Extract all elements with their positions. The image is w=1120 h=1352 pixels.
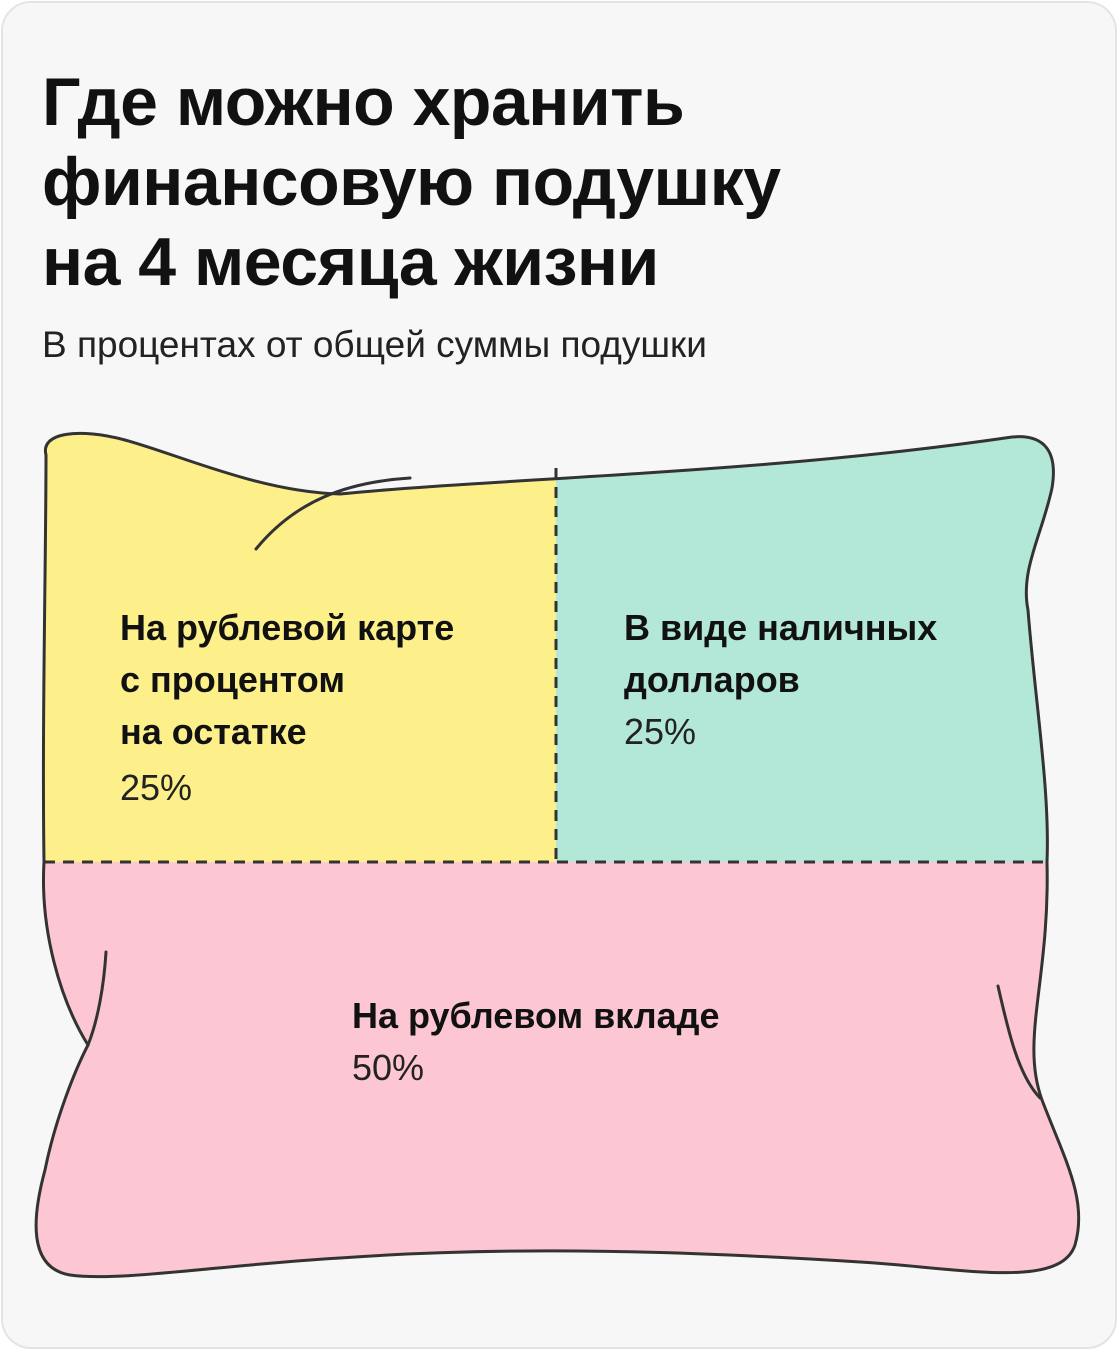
segment-rub-deposit-value: 50%: [352, 1047, 424, 1088]
pillow-fold-right: [996, 984, 1042, 1100]
segment-cash-usd-value: 25%: [624, 711, 696, 752]
segment-cash-usd-label-line-1: В виде наличных: [624, 607, 937, 648]
chart-title-line-1: Где можно хранить: [42, 64, 685, 140]
pillow-outline: [34, 431, 1081, 1279]
chart-title: Где можно хранить финансовую подушку на …: [42, 62, 1082, 302]
segment-cash-usd-label: В виде наличных долларов: [624, 607, 947, 700]
chart-subtitle: В процентах от общей суммы подушки: [42, 324, 707, 365]
segment-rub-card: [36, 433, 556, 862]
chart-title-line-2: финансовую подушку: [42, 144, 781, 220]
segment-rub-card-label-line-2: с процентом: [120, 659, 345, 700]
segment-rub-card-value: 25%: [120, 767, 192, 808]
pillow-fill-group: [36, 433, 1079, 1277]
segment-rub-card-label: На рублевой карте с процентом на остатке: [120, 607, 464, 752]
pillow-fold-left: [86, 950, 108, 1047]
segment-cash-usd-label-line-2: долларов: [624, 659, 800, 700]
segment-rub-card-label-line-1: На рублевой карте: [120, 607, 454, 648]
segment-rub-deposit-label-line-1: На рублевом вкладе: [352, 995, 719, 1036]
segment-rub-card-label-line-3: на остатке: [120, 711, 307, 752]
pillow-fold-top: [254, 476, 412, 551]
segment-cash-usd: [556, 433, 1079, 862]
chart-title-line-3: на 4 месяца жизни: [42, 224, 659, 300]
segment-rub-deposit-label: На рублевом вкладе: [352, 995, 719, 1036]
segment-rub-deposit: [36, 862, 1079, 1277]
